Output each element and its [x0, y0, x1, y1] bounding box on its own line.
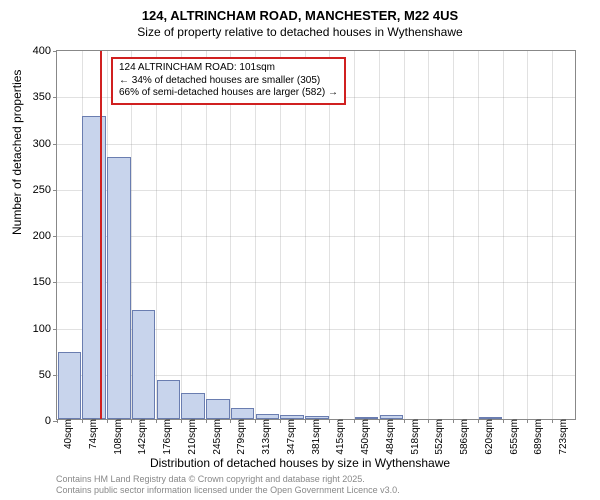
gridline-h	[57, 144, 575, 145]
x-tick-label: 450sqm	[356, 419, 371, 455]
x-tick-label: 484sqm	[381, 419, 396, 455]
y-tick-label: 150	[33, 276, 57, 288]
histogram-bar	[157, 380, 181, 419]
x-tick-mark	[478, 419, 479, 423]
x-tick-label: 108sqm	[109, 419, 124, 455]
gridline-v	[527, 51, 528, 419]
x-tick-mark	[156, 419, 157, 423]
gridline-v	[428, 51, 429, 419]
y-tick-label: 400	[33, 45, 57, 57]
x-tick-label: 313sqm	[257, 419, 272, 455]
x-tick-label: 142sqm	[133, 419, 148, 455]
x-tick-label: 620sqm	[480, 419, 495, 455]
histogram-bar	[181, 393, 205, 419]
x-tick-mark	[404, 419, 405, 423]
x-tick-label: 40sqm	[59, 419, 74, 449]
gridline-v	[329, 51, 330, 419]
x-tick-label: 655sqm	[505, 419, 520, 455]
x-tick-label: 74sqm	[84, 419, 99, 449]
marker-line	[100, 51, 102, 419]
annotation-line: ← 34% of detached houses are smaller (30…	[119, 75, 338, 88]
y-tick-label: 350	[33, 91, 57, 103]
gridline-v	[354, 51, 355, 419]
histogram-bar	[107, 157, 131, 419]
x-tick-label: 689sqm	[529, 419, 544, 455]
gridline-v	[379, 51, 380, 419]
gridline-h	[57, 190, 575, 191]
gridline-v	[230, 51, 231, 419]
annotation-line: 66% of semi-detached houses are larger (…	[119, 87, 338, 100]
gridline-v	[552, 51, 553, 419]
x-tick-label: 518sqm	[406, 419, 421, 455]
x-tick-mark	[305, 419, 306, 423]
gridline-h	[57, 282, 575, 283]
gridline-v	[206, 51, 207, 419]
annotation-line: 124 ALTRINCHAM ROAD: 101sqm	[119, 62, 338, 75]
gridline-v	[181, 51, 182, 419]
gridline-v	[305, 51, 306, 419]
x-tick-mark	[82, 419, 83, 423]
gridline-v	[255, 51, 256, 419]
x-tick-label: 347sqm	[282, 419, 297, 455]
y-tick-label: 250	[33, 184, 57, 196]
gridline-v	[280, 51, 281, 419]
x-tick-mark	[107, 419, 108, 423]
footer-attribution: Contains HM Land Registry data © Crown c…	[56, 474, 400, 496]
x-tick-label: 723sqm	[554, 419, 569, 455]
x-tick-mark	[354, 419, 355, 423]
x-tick-mark	[280, 419, 281, 423]
x-tick-label: 415sqm	[331, 419, 346, 455]
gridline-v	[503, 51, 504, 419]
histogram-bar	[380, 415, 404, 419]
histogram-bar	[280, 415, 304, 419]
gridline-v	[478, 51, 479, 419]
histogram-bar	[82, 116, 106, 419]
x-tick-label: 586sqm	[455, 419, 470, 455]
x-tick-label: 381sqm	[307, 419, 322, 455]
y-tick-label: 300	[33, 138, 57, 150]
x-tick-mark	[503, 419, 504, 423]
footer-line: Contains public sector information licen…	[56, 485, 400, 496]
y-tick-label: 50	[39, 369, 57, 381]
chart-title: 124, ALTRINCHAM ROAD, MANCHESTER, M22 4U…	[0, 0, 600, 23]
gridline-v	[156, 51, 157, 419]
chart-subtitle: Size of property relative to detached ho…	[0, 23, 600, 39]
x-tick-mark	[255, 419, 256, 423]
x-tick-mark	[181, 419, 182, 423]
x-tick-mark	[379, 419, 380, 423]
x-tick-label: 176sqm	[158, 419, 173, 455]
gridline-v	[404, 51, 405, 419]
x-tick-label: 552sqm	[430, 419, 445, 455]
gridline-v	[453, 51, 454, 419]
footer-line: Contains HM Land Registry data © Crown c…	[56, 474, 400, 485]
x-tick-label: 279sqm	[232, 419, 247, 455]
x-tick-mark	[206, 419, 207, 423]
histogram-bar	[231, 408, 255, 419]
histogram-bar	[355, 417, 379, 419]
histogram-bar	[256, 414, 280, 419]
histogram-bar	[479, 417, 503, 419]
x-axis-label: Distribution of detached houses by size …	[0, 456, 600, 470]
gridline-h	[57, 236, 575, 237]
y-tick-label: 0	[45, 415, 57, 427]
histogram-bar	[132, 310, 156, 419]
histogram-bar	[206, 399, 230, 419]
y-tick-label: 100	[33, 323, 57, 335]
y-tick-label: 200	[33, 230, 57, 242]
x-tick-label: 210sqm	[183, 419, 198, 455]
histogram-bar	[305, 416, 329, 419]
chart-container: 124, ALTRINCHAM ROAD, MANCHESTER, M22 4U…	[0, 0, 600, 500]
x-tick-label: 245sqm	[208, 419, 223, 455]
histogram-bar	[58, 352, 82, 419]
x-tick-mark	[57, 419, 58, 423]
y-axis-label: Number of detached properties	[10, 70, 24, 235]
plot-area: 05010015020025030035040040sqm74sqm108sqm…	[56, 50, 576, 420]
annotation-box: 124 ALTRINCHAM ROAD: 101sqm ← 34% of det…	[111, 57, 346, 105]
